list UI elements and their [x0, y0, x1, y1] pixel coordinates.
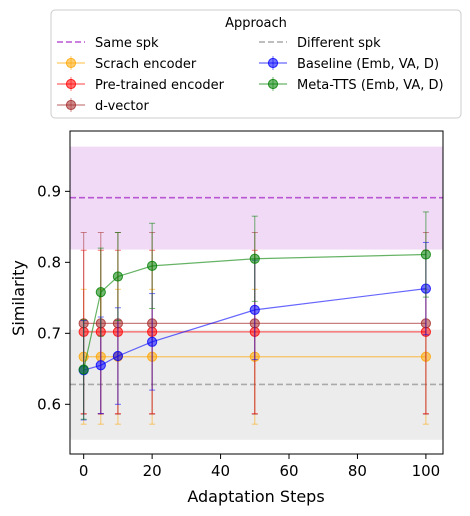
x-axis: 0 20 40 60 80 100	[79, 454, 440, 480]
legend-entry-scrach-encoder: Scrach encoder	[57, 56, 197, 72]
legend-label: Meta-TTS (Emb, VA, D)	[297, 78, 444, 93]
data-point	[249, 304, 260, 315]
legend-swatch-marker	[65, 78, 77, 90]
series-meta-tts-emb-va-d-	[78, 211, 431, 420]
y-tick-label: 0.9	[37, 182, 61, 200]
y-tick-label: 0.6	[37, 395, 61, 413]
data-point	[78, 364, 89, 375]
data-point	[95, 360, 106, 371]
y-axis: 0.6 0.7 0.8 0.9	[37, 182, 70, 413]
data-point	[112, 271, 124, 282]
legend-entry-baseline-emb-va-d-: Baseline (Emb, VA, D)	[259, 56, 439, 72]
y-tick-label: 0.8	[37, 253, 61, 271]
plot-inner	[70, 146, 443, 440]
x-axis-label: Adaptation Steps	[187, 487, 324, 506]
y-axis-label: Similarity	[9, 260, 28, 336]
series-line	[83, 253, 426, 370]
legend: Approach Same spk Different spk Scrach enco…	[50, 9, 462, 119]
x-tick-label: 100	[412, 462, 441, 480]
legend-entry-pre-trained-encoder: Pre-trained encoder	[57, 77, 225, 93]
data-point	[147, 336, 158, 347]
legend-label: Pre-trained encoder	[95, 78, 225, 93]
x-tick-label: 20	[143, 462, 162, 480]
x-tick-label: 60	[279, 462, 298, 480]
x-tick-label: 40	[211, 462, 230, 480]
data-point	[95, 287, 106, 298]
legend-entry-d-vector: d-vector	[57, 98, 149, 114]
legend-label: Same spk	[95, 36, 159, 51]
data-point	[112, 350, 124, 362]
data-point	[249, 253, 260, 264]
legend-swatch-marker	[65, 99, 77, 111]
legend-swatch-marker	[267, 78, 279, 90]
x-tick-label: 0	[79, 462, 89, 480]
legend-swatch-marker	[267, 57, 279, 69]
data-point	[420, 249, 431, 260]
legend-entry-meta-tts-emb-va-d-: Meta-TTS (Emb, VA, D)	[259, 77, 444, 93]
y-tick-label: 0.7	[37, 324, 61, 342]
legend-label: Different spk	[297, 36, 381, 51]
legend-title: Approach	[225, 16, 287, 31]
legend-label: d-vector	[95, 99, 149, 114]
legend-entry-different-spk: Different spk	[259, 36, 381, 51]
legend-label: Scrach encoder	[95, 57, 197, 72]
data-point	[147, 260, 158, 271]
legend-label: Baseline (Emb, VA, D)	[297, 57, 439, 72]
plot-frame	[69, 130, 444, 455]
plot-area	[69, 130, 444, 455]
legend-swatch-marker	[65, 57, 77, 69]
x-tick-label: 80	[348, 462, 367, 480]
legend-entry-same-spk: Same spk	[57, 36, 159, 51]
legend-frame	[50, 9, 462, 119]
